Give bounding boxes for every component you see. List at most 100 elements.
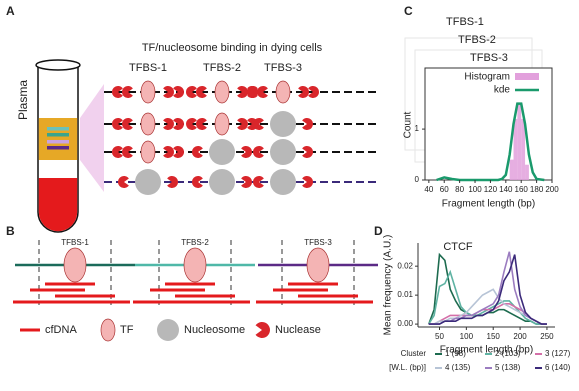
blood-layer bbox=[38, 178, 78, 232]
nuclease bbox=[298, 86, 310, 99]
x-tick-label: 100 bbox=[468, 185, 482, 194]
legend-text: Nucleosome bbox=[184, 324, 245, 336]
x-tick-label: 200 bbox=[545, 185, 559, 194]
nuclease bbox=[163, 146, 175, 158]
legend-text: 2 (103) bbox=[495, 349, 521, 358]
nuclease bbox=[253, 146, 264, 158]
panel-label: B bbox=[6, 224, 15, 238]
legend-text: Nuclease bbox=[275, 324, 321, 336]
y-tick-label: 0.01 bbox=[397, 290, 413, 299]
legend-text: cfDNA bbox=[45, 324, 77, 336]
tf bbox=[306, 247, 330, 283]
dna-stripe bbox=[47, 146, 69, 150]
legend-text: 5 (138) bbox=[495, 363, 521, 372]
nuclease bbox=[118, 176, 129, 188]
legend-text: kde bbox=[494, 85, 511, 96]
nuclease bbox=[241, 176, 253, 188]
x-tick-label: 120 bbox=[484, 185, 498, 194]
nucleosome bbox=[135, 169, 161, 195]
chart-title: CTCF bbox=[443, 241, 473, 253]
nuclease bbox=[196, 86, 207, 99]
x-axis-label: Fragment length (bp) bbox=[440, 345, 533, 356]
x-tick-label: 50 bbox=[435, 332, 444, 341]
nuclease bbox=[112, 86, 123, 99]
legend-text: 4 (135) bbox=[445, 363, 471, 372]
legend-text: 1 (98) bbox=[445, 349, 466, 358]
tf bbox=[214, 80, 230, 104]
nuclease bbox=[241, 146, 253, 158]
nuclease bbox=[112, 146, 123, 158]
nucleosome bbox=[209, 169, 235, 195]
nuclease bbox=[257, 86, 268, 99]
nuclease bbox=[186, 118, 197, 131]
nuclease bbox=[167, 176, 179, 188]
plot-frame bbox=[424, 67, 553, 181]
dna-stripe bbox=[47, 140, 69, 144]
legend-title: [W.L. (bp)] bbox=[389, 363, 426, 372]
x-tick-label: 100 bbox=[460, 332, 474, 341]
tube-label: Plasma bbox=[16, 80, 30, 120]
panel-label: D bbox=[374, 224, 383, 238]
legend-text: TF bbox=[120, 324, 134, 336]
series-line bbox=[427, 252, 547, 325]
y-tick-label: 1 bbox=[415, 124, 420, 133]
nuclease bbox=[173, 146, 184, 158]
nucleosome bbox=[270, 111, 296, 137]
tf bbox=[183, 247, 207, 283]
kde-line bbox=[436, 102, 545, 182]
nuclease bbox=[237, 118, 249, 131]
series-line bbox=[428, 254, 547, 325]
nuclease bbox=[173, 118, 184, 131]
y-axis-label: Mean frequency (A.U.) bbox=[383, 235, 394, 336]
nuclease bbox=[192, 176, 203, 188]
x-tick-label: 180 bbox=[530, 185, 544, 194]
nucleosome bbox=[209, 139, 235, 165]
x-tick-label: 80 bbox=[455, 185, 464, 194]
x-tick-label: 60 bbox=[440, 185, 449, 194]
legend-text: Histogram bbox=[464, 72, 510, 83]
y-tick-label: 0 bbox=[415, 175, 420, 184]
nuclease bbox=[302, 146, 313, 158]
histogram-bar bbox=[525, 164, 529, 180]
panel-a-title: TF/nucleosome binding in dying cells bbox=[142, 42, 323, 54]
site-label: TFBS-3 bbox=[304, 238, 332, 247]
y-tick-label: 0.02 bbox=[397, 261, 413, 270]
site-label: TFBS-2 bbox=[203, 62, 241, 74]
zoom-fan bbox=[80, 84, 104, 192]
nuclease bbox=[186, 86, 197, 99]
tf bbox=[140, 112, 156, 136]
x-tick-label: 200 bbox=[513, 332, 527, 341]
chart-title: TFBS-1 bbox=[446, 16, 484, 28]
panel-label: C bbox=[404, 4, 413, 18]
tf bbox=[214, 112, 230, 136]
nuclease bbox=[196, 118, 207, 131]
x-tick-label: 150 bbox=[487, 332, 501, 341]
site-label: TFBS-1 bbox=[129, 62, 167, 74]
chart-title: TFBS-3 bbox=[470, 52, 508, 64]
legend-title: Cluster bbox=[401, 349, 427, 358]
chart-title: TFBS-2 bbox=[458, 34, 496, 46]
legend-swatch bbox=[515, 73, 539, 80]
dna-stripe bbox=[47, 127, 69, 131]
nucleosome bbox=[270, 139, 296, 165]
legend-text: 3 (127) bbox=[545, 349, 571, 358]
dna-stripe bbox=[47, 133, 69, 137]
nuclease bbox=[247, 86, 258, 99]
histogram-bar bbox=[521, 118, 526, 180]
nuclease bbox=[163, 118, 175, 131]
site-label: TFBS-3 bbox=[264, 62, 302, 74]
nuclease bbox=[302, 118, 314, 131]
tf bbox=[140, 80, 156, 104]
nuclease bbox=[253, 176, 264, 188]
x-tick-label: 140 bbox=[499, 185, 513, 194]
tf bbox=[140, 140, 156, 164]
nuclease bbox=[302, 176, 313, 188]
buffy-layer bbox=[38, 118, 78, 160]
nuclease bbox=[163, 86, 175, 99]
nuclease bbox=[122, 86, 133, 99]
legend-tf bbox=[100, 318, 116, 342]
site-label: TFBS-2 bbox=[181, 238, 209, 247]
nuclease bbox=[122, 146, 133, 158]
x-axis-label: Fragment length (bp) bbox=[442, 199, 535, 210]
nuclease bbox=[253, 118, 264, 131]
